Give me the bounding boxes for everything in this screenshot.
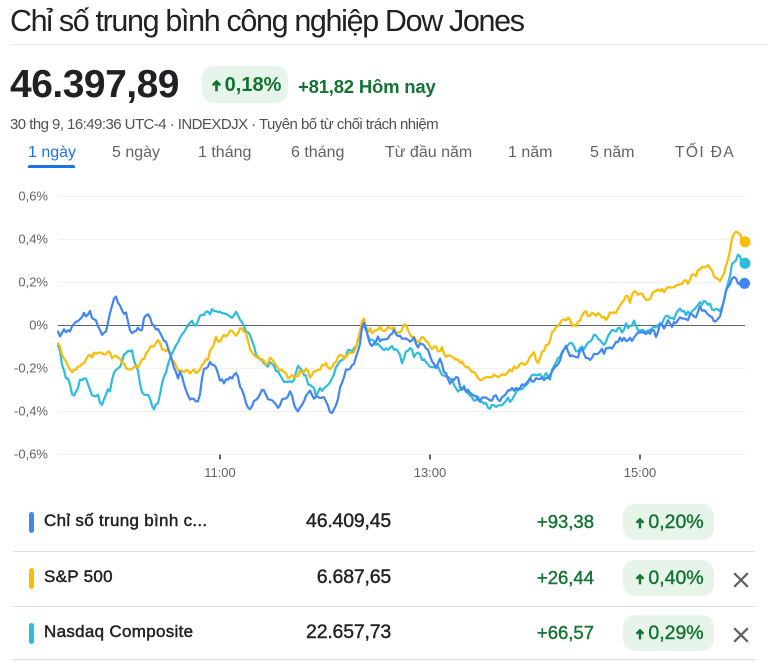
svg-text:15:00: 15:00: [624, 465, 657, 480]
svg-text:0,2%: 0,2%: [18, 275, 48, 290]
svg-text:13:00: 13:00: [414, 465, 447, 480]
svg-text:0%: 0%: [29, 318, 48, 333]
svg-text:-0,4%: -0,4%: [14, 404, 48, 419]
svg-text:0,6%: 0,6%: [18, 189, 48, 204]
svg-text:11:00: 11:00: [204, 465, 236, 480]
svg-text:0,4%: 0,4%: [18, 232, 48, 247]
svg-text:-0,2%: -0,2%: [14, 361, 48, 376]
svg-text:-0,6%: -0,6%: [14, 447, 48, 462]
